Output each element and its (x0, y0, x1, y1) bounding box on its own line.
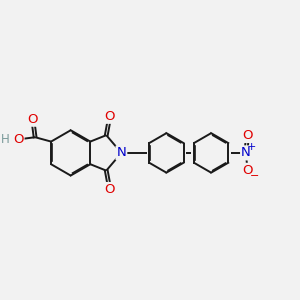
Text: −: − (250, 171, 259, 181)
Text: +: + (247, 142, 256, 152)
Text: O: O (104, 183, 115, 196)
Text: N: N (116, 146, 126, 159)
Text: O: O (104, 110, 115, 123)
Text: O: O (242, 164, 253, 177)
Text: O: O (242, 129, 253, 142)
Text: H: H (1, 133, 9, 146)
Text: O: O (28, 113, 38, 126)
Text: N: N (241, 146, 251, 159)
Text: O: O (13, 133, 23, 146)
